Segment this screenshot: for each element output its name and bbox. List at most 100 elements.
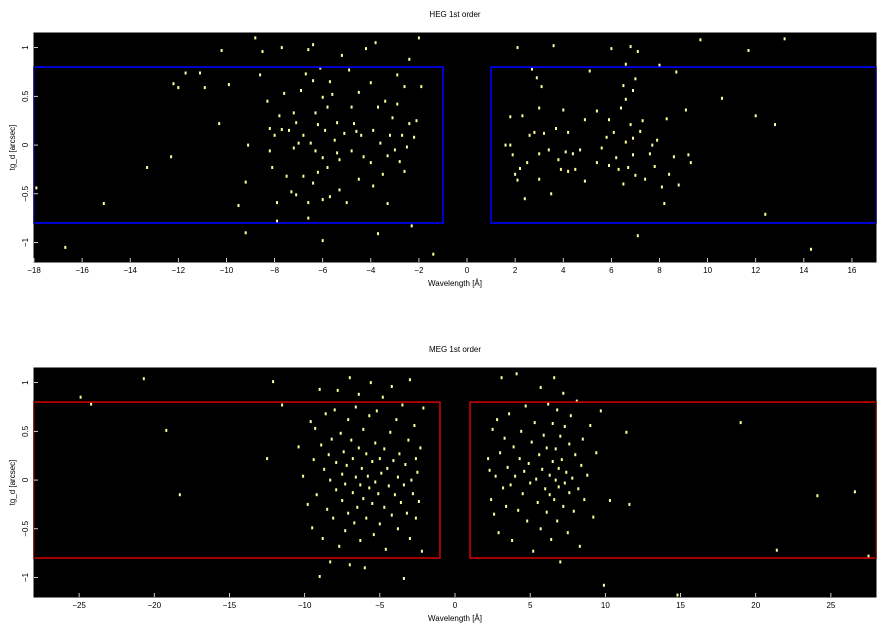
data-point bbox=[853, 490, 856, 494]
x-tick-label: −18 bbox=[27, 266, 41, 275]
x-tick-label: −10 bbox=[220, 266, 234, 275]
data-point bbox=[487, 457, 490, 461]
data-point bbox=[386, 466, 389, 470]
data-point bbox=[398, 160, 401, 164]
data-point bbox=[568, 491, 571, 495]
data-point bbox=[636, 234, 639, 238]
data-point bbox=[405, 511, 408, 515]
data-point bbox=[532, 549, 535, 553]
data-point bbox=[381, 172, 384, 176]
data-point bbox=[311, 526, 314, 530]
data-point bbox=[651, 143, 654, 147]
data-point bbox=[551, 422, 554, 425]
x-tick-label: −5 bbox=[375, 601, 385, 610]
data-point bbox=[307, 216, 310, 220]
data-point bbox=[312, 79, 315, 83]
data-point bbox=[562, 391, 565, 395]
data-point bbox=[320, 443, 323, 447]
data-point bbox=[266, 99, 269, 103]
data-point bbox=[535, 477, 538, 481]
data-point bbox=[739, 421, 742, 425]
data-point bbox=[276, 201, 278, 205]
chart-title: MEG 1st order bbox=[429, 345, 481, 354]
data-point bbox=[386, 154, 389, 158]
data-point bbox=[384, 547, 387, 551]
data-point bbox=[321, 239, 324, 243]
data-point bbox=[535, 76, 538, 80]
data-point bbox=[595, 109, 598, 113]
data-point bbox=[557, 485, 560, 489]
data-point bbox=[302, 474, 305, 478]
data-point bbox=[369, 81, 372, 85]
data-point bbox=[326, 507, 329, 511]
data-point bbox=[297, 445, 300, 449]
data-point bbox=[620, 106, 622, 110]
plot-frame bbox=[33, 32, 877, 263]
data-point bbox=[658, 63, 661, 67]
data-point bbox=[280, 128, 283, 131]
x-tick-label: −4 bbox=[366, 266, 376, 275]
data-point bbox=[271, 166, 274, 169]
data-point bbox=[416, 470, 419, 474]
data-point bbox=[497, 531, 500, 535]
data-point bbox=[552, 44, 555, 48]
data-point bbox=[420, 549, 423, 553]
data-point bbox=[581, 437, 584, 441]
data-point bbox=[338, 544, 341, 548]
data-point bbox=[408, 537, 411, 540]
data-point bbox=[395, 418, 398, 422]
data-point bbox=[342, 450, 345, 454]
data-point bbox=[344, 529, 347, 533]
data-point bbox=[574, 167, 577, 171]
data-point bbox=[339, 431, 342, 435]
data-point bbox=[415, 119, 418, 123]
data-point bbox=[403, 169, 406, 173]
data-point bbox=[102, 202, 105, 205]
data-point bbox=[386, 202, 389, 205]
data-point bbox=[312, 458, 315, 462]
data-point bbox=[547, 402, 550, 406]
x-tick-label: 0 bbox=[465, 266, 470, 275]
data-point bbox=[571, 152, 574, 156]
data-point bbox=[810, 247, 812, 251]
x-axis-label: Wavelength [Å] bbox=[428, 279, 482, 288]
data-point bbox=[553, 376, 556, 380]
data-point bbox=[268, 127, 271, 130]
data-point bbox=[499, 451, 502, 455]
data-point bbox=[491, 427, 494, 431]
data-point bbox=[323, 467, 326, 471]
y-tick-label: 0.5 bbox=[21, 425, 30, 437]
data-point bbox=[199, 71, 201, 75]
data-point bbox=[432, 252, 435, 256]
data-point bbox=[567, 169, 570, 173]
data-point bbox=[518, 457, 521, 461]
data-point bbox=[571, 476, 574, 480]
data-point bbox=[605, 135, 608, 139]
data-point bbox=[319, 66, 322, 70]
data-point bbox=[559, 167, 562, 171]
data-point bbox=[393, 493, 396, 497]
data-point bbox=[523, 469, 526, 473]
data-point bbox=[378, 457, 381, 461]
data-point bbox=[328, 80, 331, 84]
data-point bbox=[564, 150, 567, 154]
data-point bbox=[617, 167, 620, 171]
x-tick-label: −16 bbox=[75, 266, 89, 275]
data-point bbox=[588, 69, 591, 73]
data-point bbox=[295, 193, 298, 197]
data-point bbox=[528, 133, 531, 137]
data-point bbox=[389, 430, 392, 434]
data-point bbox=[372, 533, 375, 537]
x-tick-label: 10 bbox=[601, 601, 610, 610]
data-point bbox=[336, 121, 339, 125]
data-point bbox=[302, 133, 305, 137]
data-point bbox=[410, 478, 413, 482]
data-point bbox=[316, 123, 319, 127]
data-point bbox=[383, 447, 386, 451]
data-point bbox=[595, 161, 598, 165]
data-point bbox=[560, 458, 563, 462]
data-point bbox=[563, 481, 566, 485]
data-point bbox=[405, 145, 408, 149]
data-point bbox=[675, 70, 678, 74]
